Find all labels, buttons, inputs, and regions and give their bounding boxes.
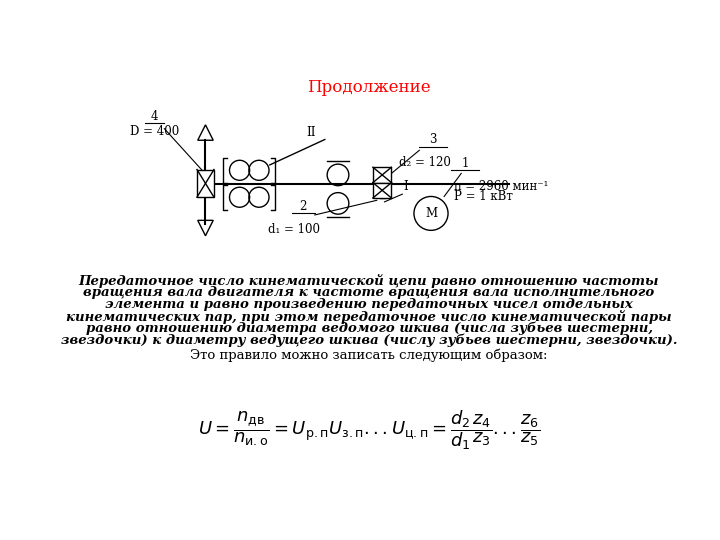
Text: d₁ = 100: d₁ = 100: [268, 222, 320, 235]
Text: Передаточное число кинематической цепи равно отношению частоты: Передаточное число кинематической цепи р…: [78, 274, 660, 288]
Text: I: I: [404, 180, 408, 193]
Text: элемента и равно произведению передаточных чисел отдельных: элемента и равно произведению передаточн…: [105, 298, 633, 311]
Bar: [373, 183, 392, 198]
Text: M: M: [425, 207, 437, 220]
Text: D = 400: D = 400: [130, 125, 179, 138]
Text: Продолжение: Продолжение: [307, 79, 431, 96]
Text: звездочки) к диаметру ведущего шкива (числу зубьев шестерни, звездочки).: звездочки) к диаметру ведущего шкива (чи…: [60, 334, 678, 347]
Text: вращения вала двигателя к частоте вращения вала исполнительного: вращения вала двигателя к частоте вращен…: [84, 286, 654, 299]
Text: 3: 3: [430, 133, 437, 146]
Text: n = 2960 мин⁻¹: n = 2960 мин⁻¹: [454, 179, 549, 193]
Text: d₂ = 120: d₂ = 120: [399, 157, 451, 170]
Text: равно отношению диаметра ведомого шкива (числа зубьев шестерни,: равно отношению диаметра ведомого шкива …: [86, 322, 652, 335]
Text: 2: 2: [300, 200, 307, 213]
Text: Это правило можно записать следующим образом:: Это правило можно записать следующим обр…: [190, 349, 548, 362]
Bar: [197, 170, 214, 197]
Text: P = 1 кВт: P = 1 кВт: [454, 190, 513, 203]
Bar: [373, 167, 392, 183]
Text: II: II: [306, 126, 315, 139]
Text: кинематических пар, при этом передаточное число кинематической пары: кинематических пар, при этом передаточно…: [66, 310, 672, 324]
Text: $U = \dfrac{n_{\mathregular{дв}}}{n_{\mathregular{и.о}}} = U_{\mathregular{р.п}}: $U = \dfrac{n_{\mathregular{дв}}}{n_{\ma…: [198, 409, 540, 453]
Text: 4: 4: [150, 110, 158, 123]
Text: 1: 1: [462, 157, 469, 170]
